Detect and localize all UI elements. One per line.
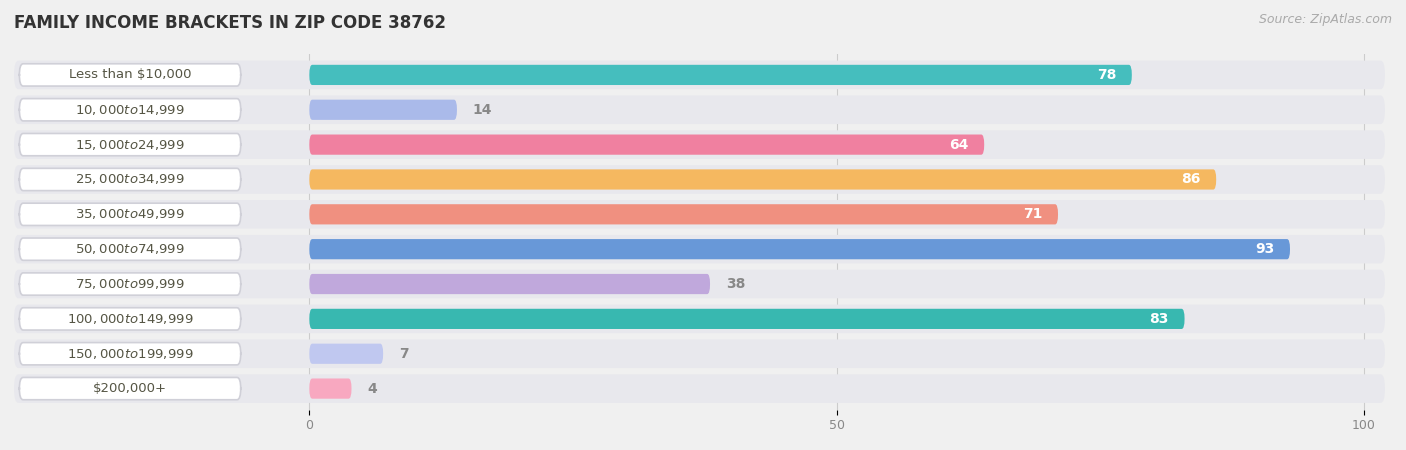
FancyBboxPatch shape xyxy=(14,61,1385,89)
FancyBboxPatch shape xyxy=(309,169,1216,189)
FancyBboxPatch shape xyxy=(309,65,1132,85)
FancyBboxPatch shape xyxy=(20,134,240,156)
Text: $25,000 to $34,999: $25,000 to $34,999 xyxy=(75,172,186,186)
FancyBboxPatch shape xyxy=(20,273,240,295)
Text: $10,000 to $14,999: $10,000 to $14,999 xyxy=(75,103,186,117)
Text: $200,000+: $200,000+ xyxy=(93,382,167,395)
FancyBboxPatch shape xyxy=(14,165,1385,194)
Text: 86: 86 xyxy=(1181,172,1201,186)
FancyBboxPatch shape xyxy=(20,378,240,400)
FancyBboxPatch shape xyxy=(309,204,1059,225)
Text: 64: 64 xyxy=(949,138,969,152)
FancyBboxPatch shape xyxy=(20,203,240,225)
FancyBboxPatch shape xyxy=(20,342,240,365)
FancyBboxPatch shape xyxy=(309,274,710,294)
Text: 78: 78 xyxy=(1097,68,1116,82)
Text: $150,000 to $199,999: $150,000 to $199,999 xyxy=(67,347,193,361)
FancyBboxPatch shape xyxy=(20,99,240,121)
FancyBboxPatch shape xyxy=(14,130,1385,159)
FancyBboxPatch shape xyxy=(14,270,1385,298)
FancyBboxPatch shape xyxy=(14,235,1385,263)
FancyBboxPatch shape xyxy=(20,168,240,191)
Text: FAMILY INCOME BRACKETS IN ZIP CODE 38762: FAMILY INCOME BRACKETS IN ZIP CODE 38762 xyxy=(14,14,446,32)
FancyBboxPatch shape xyxy=(20,308,240,330)
Text: $100,000 to $149,999: $100,000 to $149,999 xyxy=(67,312,193,326)
FancyBboxPatch shape xyxy=(309,378,352,399)
Text: 93: 93 xyxy=(1256,242,1274,256)
FancyBboxPatch shape xyxy=(309,344,382,364)
Text: Less than $10,000: Less than $10,000 xyxy=(69,68,191,81)
Text: 83: 83 xyxy=(1149,312,1168,326)
FancyBboxPatch shape xyxy=(20,64,240,86)
Text: $50,000 to $74,999: $50,000 to $74,999 xyxy=(75,242,186,256)
FancyBboxPatch shape xyxy=(14,339,1385,368)
Text: 7: 7 xyxy=(399,347,409,361)
Text: 38: 38 xyxy=(725,277,745,291)
FancyBboxPatch shape xyxy=(309,239,1291,259)
Text: 4: 4 xyxy=(367,382,377,396)
FancyBboxPatch shape xyxy=(14,200,1385,229)
FancyBboxPatch shape xyxy=(309,135,984,155)
Text: Source: ZipAtlas.com: Source: ZipAtlas.com xyxy=(1258,14,1392,27)
FancyBboxPatch shape xyxy=(309,309,1185,329)
FancyBboxPatch shape xyxy=(20,238,240,260)
FancyBboxPatch shape xyxy=(309,99,457,120)
Text: $15,000 to $24,999: $15,000 to $24,999 xyxy=(75,138,186,152)
Text: $35,000 to $49,999: $35,000 to $49,999 xyxy=(75,207,186,221)
FancyBboxPatch shape xyxy=(14,374,1385,403)
FancyBboxPatch shape xyxy=(14,305,1385,333)
Text: $75,000 to $99,999: $75,000 to $99,999 xyxy=(75,277,186,291)
Text: 71: 71 xyxy=(1022,207,1042,221)
FancyBboxPatch shape xyxy=(14,95,1385,124)
Text: 14: 14 xyxy=(472,103,492,117)
